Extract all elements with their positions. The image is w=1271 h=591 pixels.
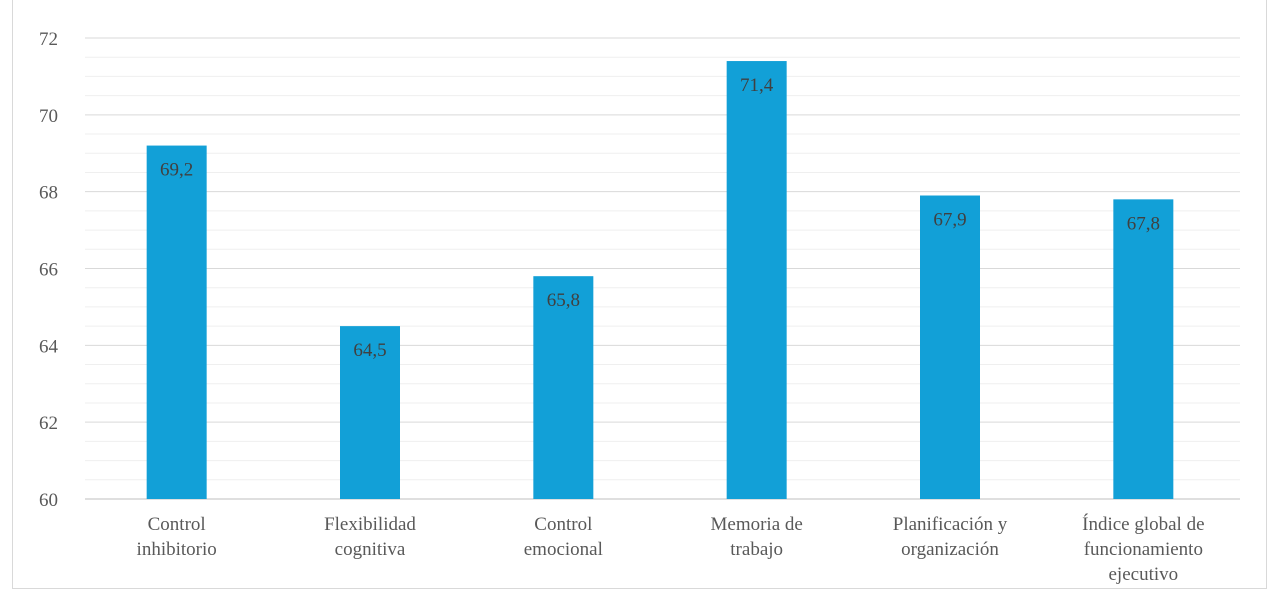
- category-label: funcionamiento: [1084, 539, 1203, 560]
- bar: [340, 326, 400, 499]
- category-label: Control: [148, 514, 206, 535]
- category-label: Memoria de: [711, 514, 803, 535]
- data-label: 71,4: [740, 75, 774, 96]
- category-label: Índice global de: [1082, 513, 1204, 535]
- y-tick-label: 64: [39, 336, 59, 357]
- y-tick-label: 68: [39, 183, 58, 204]
- bar: [1113, 199, 1174, 499]
- bar: [920, 195, 980, 499]
- category-label: Flexibilidad: [324, 514, 416, 535]
- y-tick-label: 62: [39, 413, 58, 434]
- bar: [146, 145, 207, 500]
- category-label: ejecutivo: [1109, 564, 1179, 585]
- category-label: trabajo: [730, 539, 783, 560]
- y-tick-label: 70: [39, 106, 58, 127]
- category-label: Control: [534, 514, 592, 535]
- y-tick-label: 60: [39, 490, 58, 511]
- bar: [533, 276, 594, 499]
- chart-frame: [12, 0, 1267, 589]
- data-label: 64,5: [353, 340, 386, 361]
- y-tick-label: 66: [39, 260, 58, 281]
- category-label: inhibitorio: [137, 539, 217, 560]
- data-label: 67,9: [933, 210, 966, 231]
- category-label: emocional: [524, 539, 603, 560]
- category-label: cognitiva: [335, 539, 406, 560]
- bar: [726, 61, 787, 500]
- y-tick-label: 72: [39, 29, 58, 50]
- category-label: organización: [901, 539, 999, 560]
- data-label: 69,2: [160, 160, 193, 181]
- data-label: 65,8: [547, 290, 580, 311]
- category-label: Planificación y: [893, 514, 1008, 535]
- data-label: 67,8: [1127, 213, 1160, 234]
